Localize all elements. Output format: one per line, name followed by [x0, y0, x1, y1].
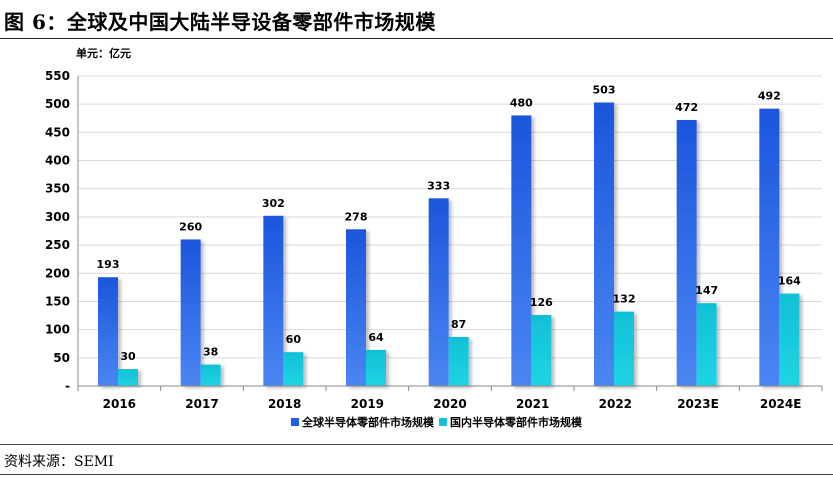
bar-domestic: [366, 349, 386, 386]
data-label-global: 193: [97, 258, 120, 271]
x-tick-label: 2023E: [677, 397, 719, 411]
data-label-global: 278: [345, 210, 368, 223]
data-label-global: 503: [593, 83, 616, 96]
y-tick-label: 250: [45, 238, 70, 252]
y-tick-label: 300: [45, 210, 70, 224]
data-label-global: 302: [262, 197, 285, 210]
x-tick-label: 2021: [516, 397, 549, 411]
x-tick-label: 2019: [351, 397, 384, 411]
source-note: 资料来源：SEMI: [4, 454, 114, 470]
bar-global: [98, 277, 118, 386]
legend-label-domestic: 国内半导体零部件市场规模: [450, 415, 583, 429]
title-rule: [0, 38, 833, 39]
source-rule: [0, 444, 833, 445]
y-tick-label: 100: [45, 323, 70, 337]
bar-global: [759, 108, 780, 386]
x-tick-label: 2022: [599, 397, 632, 411]
y-tick-label: -: [65, 379, 70, 393]
y-tick-label: 50: [53, 351, 70, 365]
y-tick-label: 550: [45, 69, 70, 83]
bar-domestic: [779, 293, 800, 386]
y-tick-label: 150: [45, 294, 70, 308]
bar-domestic: [448, 336, 469, 386]
bar-domestic: [696, 303, 717, 386]
data-label-domestic: 38: [203, 346, 218, 359]
data-label-domestic: 164: [778, 275, 801, 288]
y-tick-label: 500: [45, 97, 70, 111]
x-tick-label: 2017: [185, 397, 218, 411]
bar-domestic: [118, 369, 138, 386]
x-tick-label: 2016: [103, 397, 136, 411]
y-tick-label: 200: [45, 266, 70, 280]
data-label-global: 492: [758, 90, 781, 103]
data-label-domestic: 126: [530, 296, 553, 309]
bar-domestic: [283, 352, 304, 386]
legend-swatch-global: [291, 418, 299, 426]
y-tick-label: 450: [45, 125, 70, 139]
bar-global: [263, 215, 284, 386]
bar-global: [511, 115, 532, 387]
data-label-domestic: 132: [613, 293, 636, 306]
legend-label-global: 全球半导体零部件市场规模: [301, 415, 435, 429]
unit-label: 单元：亿元: [76, 46, 131, 60]
data-label-global: 472: [675, 101, 698, 114]
x-tick-label: 2018: [268, 397, 301, 411]
data-label-domestic: 147: [695, 284, 718, 297]
data-label-domestic: 30: [120, 350, 136, 363]
data-label-domestic: 64: [368, 331, 384, 344]
data-label-global: 333: [427, 179, 450, 192]
x-tick-label: 2024E: [760, 397, 802, 411]
data-label-global: 480: [510, 96, 533, 109]
data-label-domestic: 60: [286, 333, 302, 346]
x-tick-label: 2020: [433, 397, 466, 411]
y-tick-label: 400: [45, 154, 70, 168]
y-tick-label: 350: [45, 182, 70, 196]
data-label-domestic: 87: [451, 318, 466, 331]
bar-global: [594, 102, 614, 386]
data-label-global: 260: [179, 220, 202, 233]
bar-chart: 单元：亿元 -50100150200250300350400450500550 …: [45, 46, 823, 429]
figure-title: 图 6：全球及中国大陆半导设备零部件市场规模: [4, 10, 436, 34]
bar-domestic: [200, 364, 221, 386]
bar-global: [428, 198, 449, 386]
bottom-rule: [0, 474, 833, 475]
bar-global: [180, 239, 201, 386]
bar-global: [676, 119, 697, 387]
legend-swatch-domestic: [439, 418, 447, 426]
bar-global: [346, 229, 366, 386]
bar-domestic: [531, 314, 552, 386]
bar-domestic: [614, 311, 634, 386]
